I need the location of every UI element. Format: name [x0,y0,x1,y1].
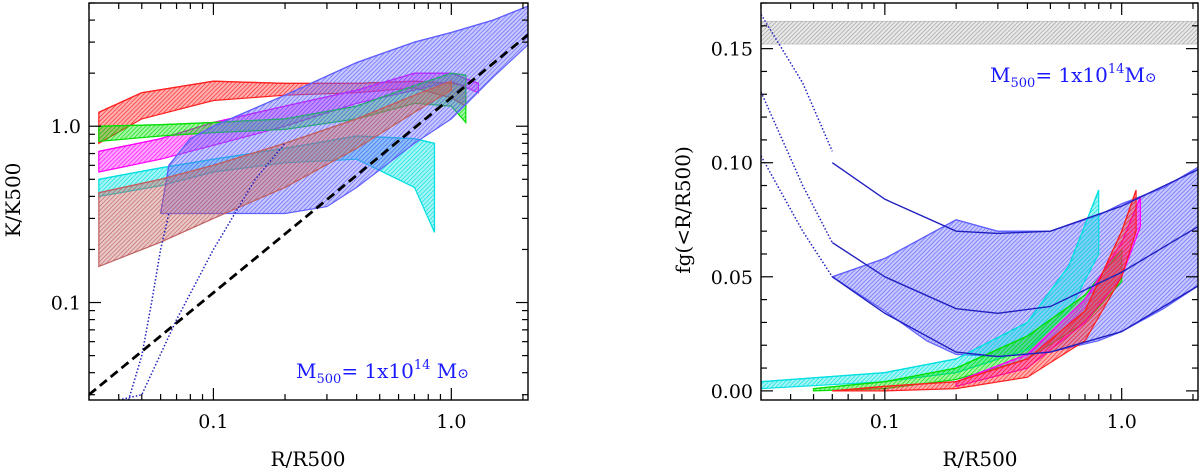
left-xtick-label: 1.0 [436,411,466,433]
left-ytick-label: 0.1 [51,293,81,315]
left-y-axis-label: K/K500 [1,163,25,238]
right-dotted-line-2 [761,155,833,278]
right-y-axis-label: fg(<R/R500) [671,146,695,274]
right-plot-area [761,14,1198,392]
left-xtick-label: 0.1 [198,411,228,433]
left-band-4-edge [159,5,528,214]
right-dotted-line-1 [761,91,833,243]
right-band-1-edge [761,189,1100,383]
left-x-axis-label: R/R500 [270,447,345,471]
right-solid-line-1 [831,225,1198,315]
right-band-4-edge [832,189,1137,392]
right-ytick-label: 0.00 [711,381,753,403]
right-solid-line-2 [831,276,1198,358]
right-ytick-label: 0.15 [711,39,753,61]
right-xtick-label: 1.0 [1107,411,1137,433]
left-band-5-edge [98,80,452,194]
left-mass-annotation: M500= 1x1014 M⊙ [296,358,469,387]
right-frame [760,2,1199,401]
left-ytick-label: 1.0 [51,116,81,138]
right-ytick-label: 0.05 [711,267,753,289]
right-xtick-label: 0.1 [870,411,900,433]
left-ticks: 0.1 1.0 0.1 1.0 [51,2,528,433]
right-ytick-label: 0.10 [711,153,753,175]
left-frame [88,2,529,401]
left-panel: 0.1 1.0 0.1 1.0 M500= 1x1014 M⊙ R/R500 K/K5… [1,2,529,471]
right-solid-line-0 [831,162,1198,235]
right-mass-annotation: M500= 1x1014M⊙ [990,62,1157,91]
right-panel: 0.1 1.0 0.00 0.05 0.10 0.15 M500= 1x1014M⊙ R/… [671,2,1199,471]
right-dotted-line-0 [761,14,833,152]
reference-dashed-line [89,33,528,396]
right-x-axis-label: R/R500 [942,447,1017,471]
left-plot-area [89,5,528,400]
right-ticks: 0.1 1.0 0.00 0.05 0.10 0.15 [711,2,1198,433]
cosmic-baryon-fraction-band [761,20,1198,45]
